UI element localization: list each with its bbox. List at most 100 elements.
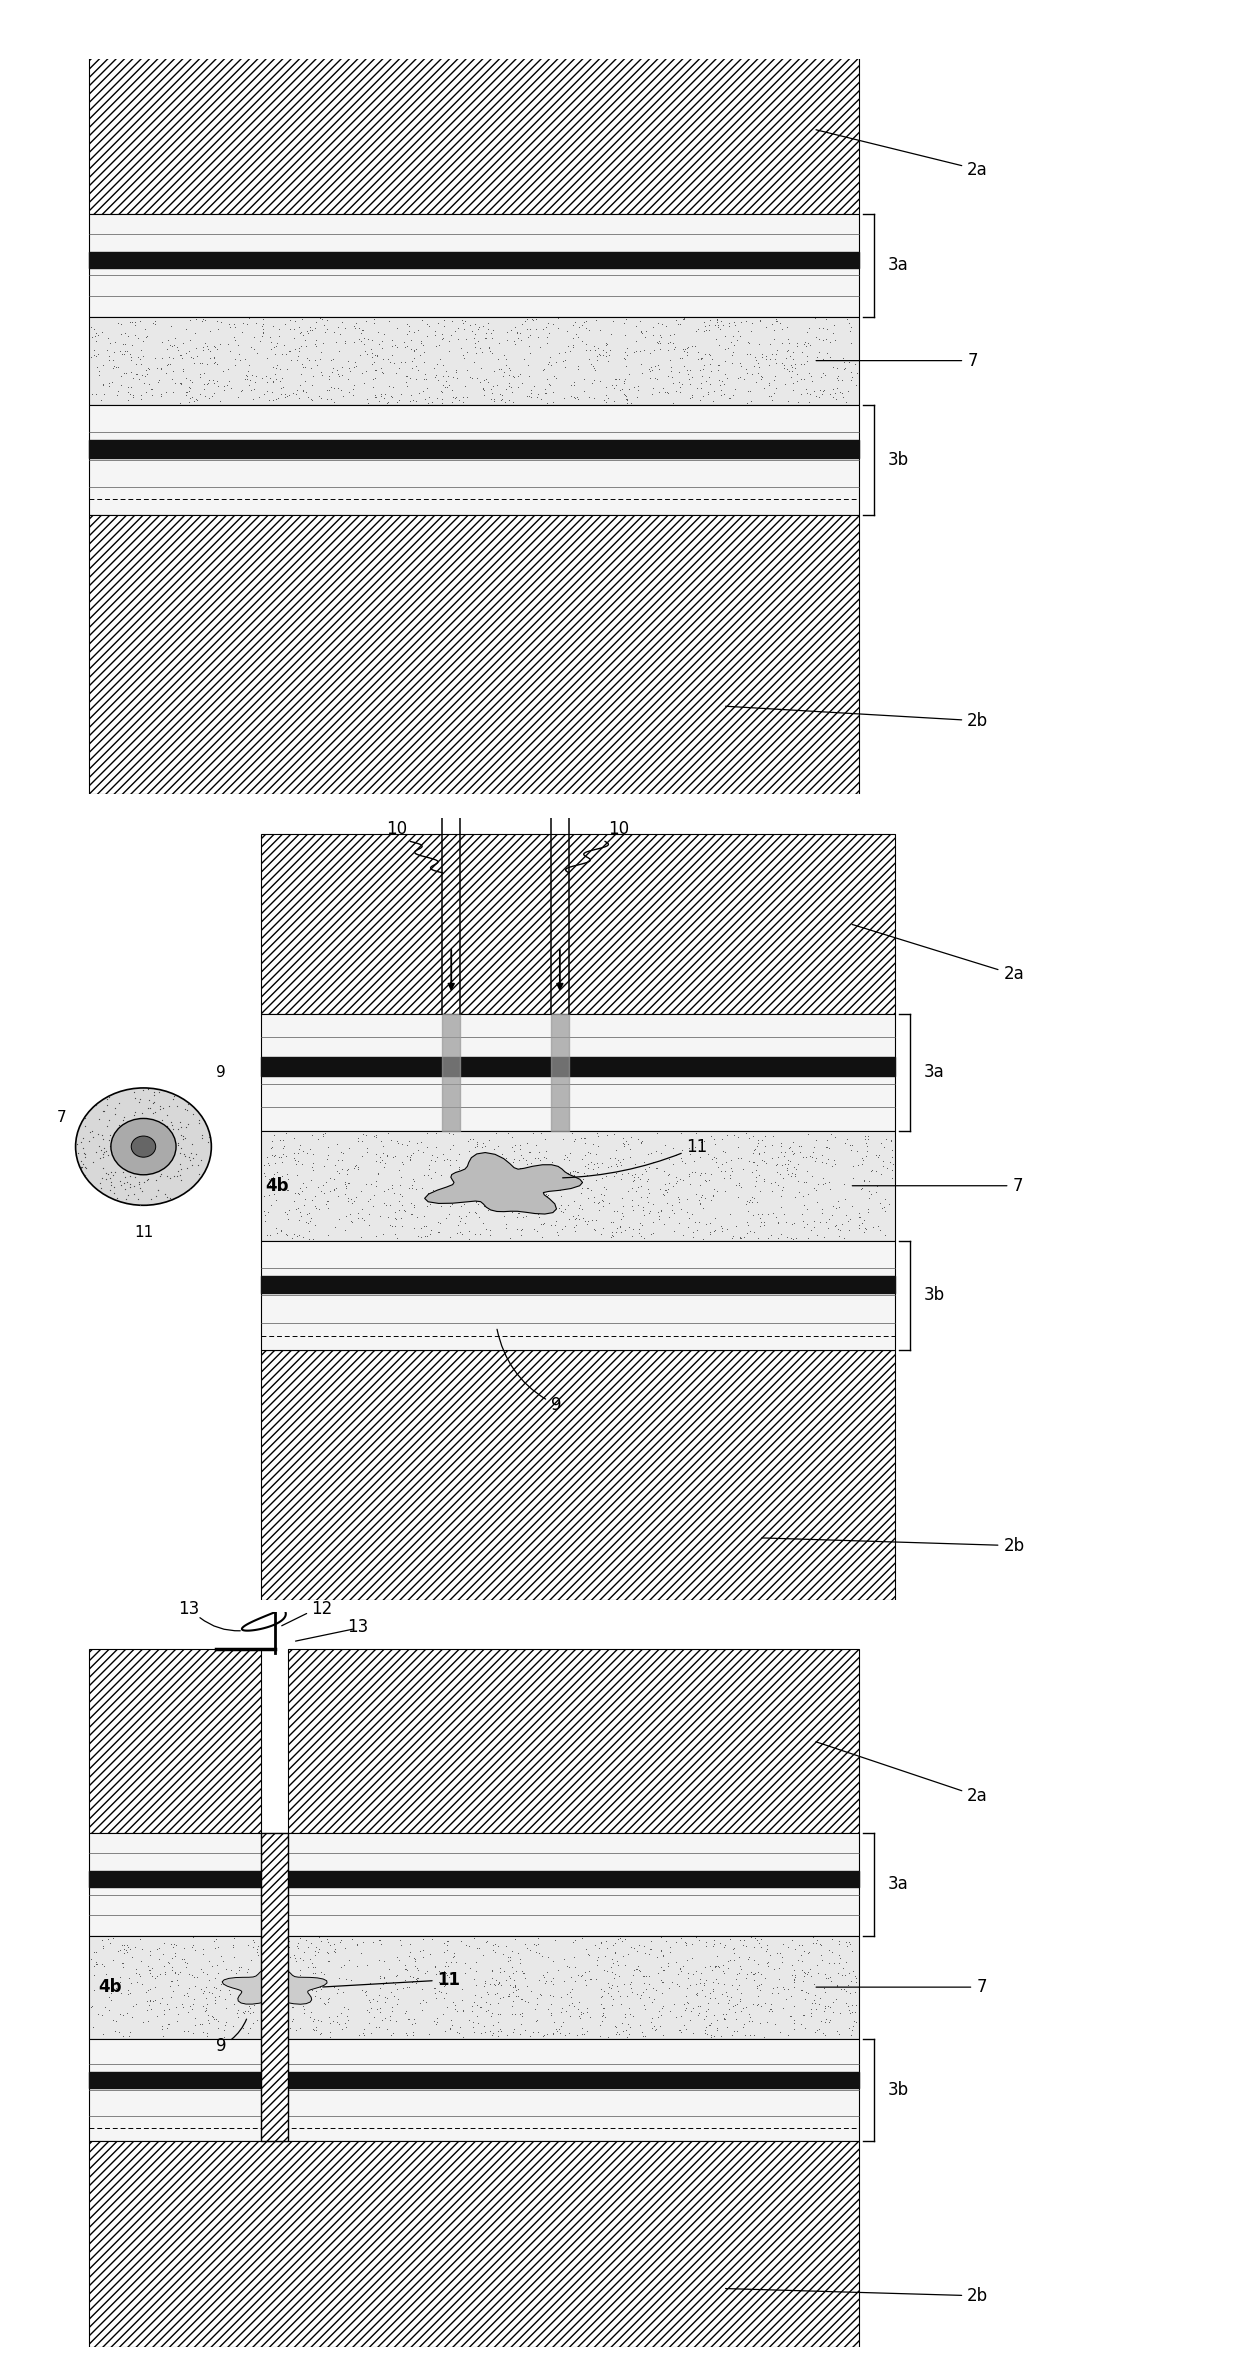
Point — [432, 1188, 451, 1226]
Point — [546, 1921, 565, 1958]
Point — [723, 1152, 743, 1190]
Point — [177, 372, 197, 410]
Point — [450, 2008, 470, 2046]
Point — [399, 1925, 419, 1963]
Point — [284, 1133, 304, 1171]
Point — [805, 1202, 825, 1240]
Point — [192, 1117, 212, 1155]
Point — [290, 365, 310, 403]
Point — [312, 1114, 332, 1152]
Point — [241, 327, 260, 365]
Point — [157, 2006, 177, 2044]
Point — [267, 346, 286, 384]
Point — [585, 351, 605, 389]
Point — [681, 1966, 701, 2003]
Point — [190, 344, 210, 382]
Point — [363, 1980, 383, 2018]
Point — [122, 1999, 141, 2037]
Point — [397, 358, 417, 396]
Point — [164, 1129, 184, 1167]
Point — [805, 1975, 825, 2013]
Point — [507, 315, 527, 353]
Point — [657, 1174, 677, 1212]
Point — [244, 330, 264, 368]
Point — [113, 325, 133, 363]
Point — [238, 2015, 258, 2053]
Point — [273, 1129, 293, 1167]
Point — [120, 1963, 140, 2001]
Point — [569, 1956, 589, 1994]
Point — [430, 1204, 450, 1242]
Point — [730, 1982, 750, 2020]
Point — [746, 1968, 766, 2006]
Point — [464, 1961, 484, 1999]
Point — [345, 1148, 365, 1186]
Point — [103, 363, 123, 401]
Point — [817, 1121, 837, 1159]
Text: 13: 13 — [347, 1617, 368, 1636]
Point — [744, 1143, 764, 1181]
Point — [110, 1930, 130, 1968]
Point — [408, 1949, 428, 1987]
Point — [782, 1204, 802, 1242]
Point — [404, 313, 424, 351]
Point — [739, 1183, 759, 1221]
Point — [610, 1207, 630, 1245]
Point — [92, 1921, 112, 1958]
Point — [465, 325, 485, 363]
Point — [759, 363, 779, 401]
Point — [422, 384, 441, 422]
Point — [844, 344, 864, 382]
Point — [671, 1951, 691, 1989]
Point — [301, 349, 321, 386]
Point — [429, 1973, 449, 2011]
Point — [294, 1994, 314, 2032]
Point — [172, 1117, 192, 1155]
Point — [434, 1176, 454, 1214]
Point — [827, 2013, 847, 2051]
Point — [239, 346, 259, 384]
Point — [303, 1949, 322, 1987]
Point — [394, 1190, 414, 1228]
Point — [159, 1989, 179, 2027]
Point — [551, 2006, 570, 2044]
Point — [773, 1145, 792, 1183]
Point — [112, 1138, 131, 1176]
Point — [125, 1985, 145, 2022]
Point — [140, 1980, 160, 2018]
Point — [336, 308, 356, 346]
Point — [839, 1994, 859, 2032]
Point — [779, 1140, 799, 1178]
Point — [680, 1164, 699, 1202]
Text: 3b: 3b — [888, 2082, 909, 2098]
Point — [596, 384, 616, 422]
Point — [492, 375, 512, 413]
Point — [379, 301, 399, 339]
Point — [446, 358, 466, 396]
Point — [279, 1928, 299, 1966]
Point — [378, 1171, 398, 1209]
Point — [836, 349, 856, 386]
Point — [854, 1159, 874, 1197]
Point — [782, 1219, 802, 1257]
Point — [386, 1958, 405, 1996]
Point — [708, 1985, 728, 2022]
Point — [264, 1155, 284, 1193]
Point — [564, 363, 584, 401]
Point — [622, 1169, 642, 1207]
Point — [451, 1200, 471, 1238]
Point — [184, 1958, 203, 1996]
Point — [559, 1140, 579, 1178]
Point — [564, 1183, 584, 1221]
Point — [179, 1954, 198, 1992]
Point — [129, 360, 149, 398]
Point — [274, 2015, 294, 2053]
Point — [317, 1190, 337, 1228]
Point — [838, 2008, 858, 2046]
Point — [165, 1935, 185, 1973]
Point — [131, 375, 151, 413]
Point — [729, 1164, 749, 1202]
Point — [779, 1928, 799, 1966]
Point — [465, 1975, 485, 2013]
Point — [702, 1140, 722, 1178]
